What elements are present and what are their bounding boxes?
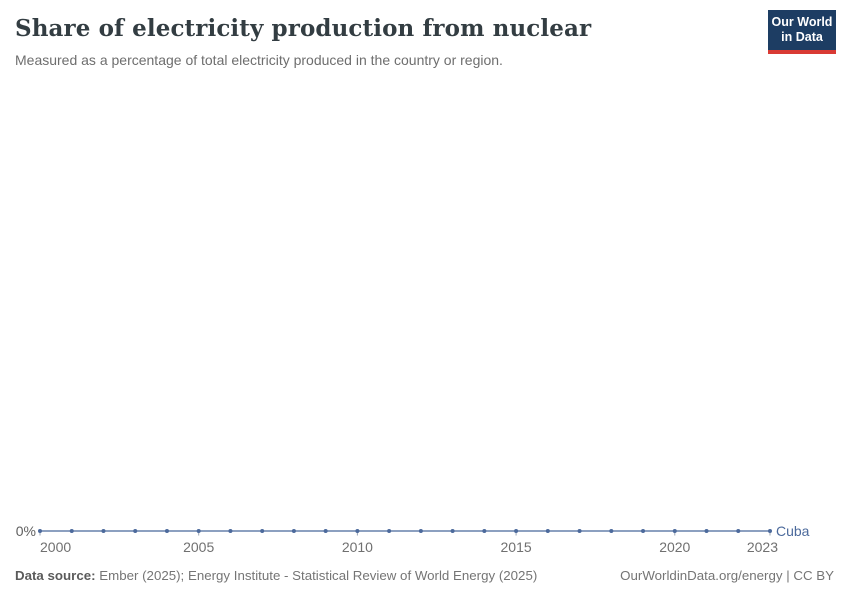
y-axis-label-zero: 0%: [15, 523, 36, 539]
owid-logo-line2: in Data: [781, 30, 823, 44]
chart-title: Share of electricity production from nuc…: [15, 15, 592, 42]
data-point: [577, 529, 582, 533]
data-point: [672, 529, 677, 533]
data-point: [355, 529, 360, 533]
x-axis-tick-label: 2015: [500, 539, 532, 555]
data-point: [133, 529, 138, 533]
x-axis-tick-label: 2010: [341, 539, 373, 555]
data-point: [450, 529, 455, 533]
data-point: [101, 529, 106, 533]
data-point: [38, 529, 42, 533]
data-point: [196, 529, 201, 533]
data-point: [545, 529, 550, 533]
data-point: [736, 529, 741, 533]
data-point: [228, 529, 233, 533]
data-point: [609, 529, 614, 533]
owid-logo-line1: Our World: [771, 15, 833, 29]
data-point: [260, 529, 265, 533]
data-point: [323, 529, 328, 533]
x-axis-tick-label: 2005: [183, 539, 215, 555]
data-source-note: Data source: Ember (2025); Energy Instit…: [15, 568, 537, 584]
series-label-cuba[interactable]: Cuba: [776, 523, 810, 539]
data-point: [387, 529, 392, 533]
chart-subtitle: Measured as a percentage of total electr…: [15, 52, 503, 68]
data-point: [69, 529, 74, 533]
owid-logo[interactable]: Our World in Data: [768, 10, 836, 54]
data-point: [482, 529, 487, 533]
x-axis-tick-label: 2020: [659, 539, 691, 555]
data-point: [418, 529, 423, 533]
x-axis-tick-label: 2023: [746, 539, 778, 555]
data-source-text: Ember (2025); Energy Institute - Statist…: [99, 568, 538, 583]
data-point: [514, 529, 519, 533]
data-source-label: Data source:: [15, 568, 96, 583]
license-link[interactable]: OurWorldinData.org/energy | CC BY: [620, 568, 834, 583]
data-point: [704, 529, 709, 533]
data-point: [291, 529, 296, 533]
chart-footer: Data source: Ember (2025); Energy Instit…: [15, 568, 834, 584]
data-point: [164, 529, 169, 533]
data-point: [641, 529, 646, 533]
data-point: [768, 529, 772, 533]
x-axis-tick-label: 2000: [40, 539, 72, 555]
